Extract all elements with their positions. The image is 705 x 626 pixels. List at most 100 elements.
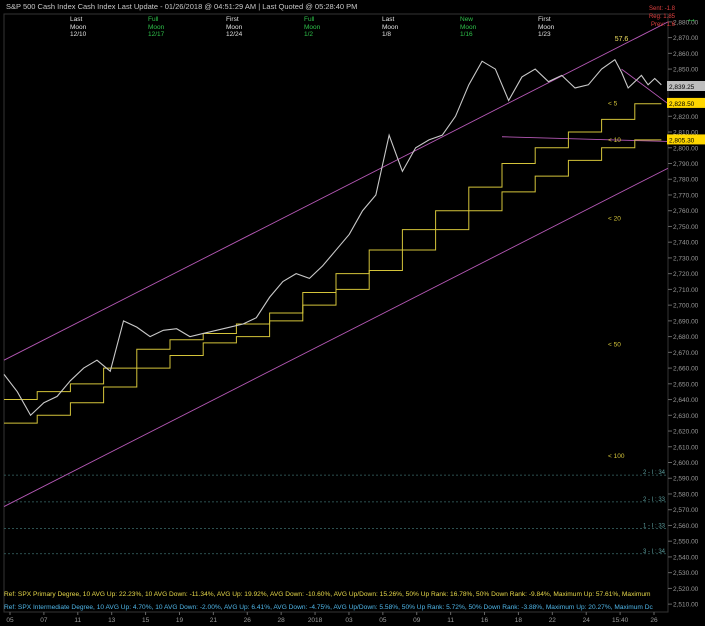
sentiment-item: Sent: -1.8 (648, 6, 675, 12)
y-tick-label: 2,630.00 (673, 413, 699, 420)
moon-phase-item: Last Moon 12/10 (70, 16, 87, 38)
avg-label: < 20 (608, 216, 621, 223)
y-tick-label: 2,800.00 (673, 145, 699, 152)
x-tick-label: 2018 (308, 617, 323, 624)
y-tick-label: 2,520.00 (673, 586, 699, 593)
y-tick-label: 2,710.00 (673, 287, 699, 294)
moon-phase-item: New Moon 1/16 (460, 16, 477, 38)
y-tick-label: 2,770.00 (673, 192, 699, 199)
chart-title: S&P 500 Cash Index Cash Index Last Updat… (6, 2, 358, 11)
intermediate-degree-stats: Ref: SPX Intermediate Degree, 10 AVG Up:… (4, 604, 653, 611)
x-tick-label: 05 (6, 617, 14, 624)
y-tick-label: 2,720.00 (673, 271, 699, 278)
y-tick-label: 2,590.00 (673, 476, 699, 483)
primary-degree-stats: Ref: SPX Primary Degree, 10 AVG Up: 22.2… (4, 591, 651, 598)
avg-label: < 10 (608, 137, 621, 144)
x-tick-label: 19 (176, 617, 184, 624)
y-tick-label: 2,650.00 (673, 381, 699, 388)
peak-label: 57.6 (615, 36, 629, 43)
y-tick-label: 2,660.00 (673, 366, 699, 373)
y-tick-label: 2,730.00 (673, 255, 699, 262)
x-tick-label: 15:40 (612, 617, 629, 624)
price-line (3, 58, 662, 417)
y-tick-label: 2,690.00 (673, 318, 699, 325)
y-tick-label: 2,700.00 (673, 303, 699, 310)
chart-labels: 2 - I : 34 2 - I : 33 1 - I : 33 3 - I : 34… (608, 36, 705, 555)
arrows-icon[interactable]: ↔ (686, 13, 697, 25)
level-label: 2,828.50 (669, 101, 695, 108)
y-tick-label: 2,620.00 (673, 429, 699, 436)
x-tick-label: 11 (447, 617, 454, 624)
y-tick-label: 2,880.00 (673, 19, 699, 26)
moon-phase-item: Full Moon 1/2 (304, 16, 321, 38)
last-price-label: 2,839.25 (669, 84, 695, 91)
y-tick-label: 2,580.00 (673, 491, 699, 498)
y-tick-label: 2,610.00 (673, 444, 699, 451)
y-tick-label: 2,550.00 (673, 539, 699, 546)
avg-label: < 5 (608, 101, 618, 108)
x-tick-label: 05 (379, 617, 387, 624)
x-tick-label: 13 (108, 617, 116, 624)
moon-phase-item: First Moon 1/23 (538, 16, 555, 38)
y-tick-label: 2,680.00 (673, 334, 699, 341)
y-tick-label: 2,810.00 (673, 130, 699, 137)
y-tick-label: 2,860.00 (673, 51, 699, 58)
guide-label: 2 - I : 34 (643, 470, 666, 476)
x-tick-label: 22 (549, 617, 557, 624)
x-tick-label: 16 (481, 617, 489, 624)
x-tick-label: 28 (278, 617, 286, 624)
y-tick-label: 2,600.00 (673, 460, 699, 467)
y-tick-label: 2,510.00 (673, 602, 699, 609)
moon-phase-item: Last Moon 1/8 (382, 16, 399, 38)
guide-label: 3 - I : 34 (643, 549, 666, 555)
staircase-lines (4, 103, 662, 424)
x-tick-label: 26 (650, 617, 658, 624)
level-label: 2,805.30 (669, 137, 695, 144)
y-tick-label: 2,570.00 (673, 507, 699, 514)
sentiment-item: Prev: 1.6 (650, 22, 675, 28)
y-tick-label: 2,850.00 (673, 67, 699, 74)
y-tick-label: 2,750.00 (673, 224, 699, 231)
guide-label: 1 - I : 33 (643, 524, 666, 530)
moon-phase-item: First Moon 12/24 (226, 16, 243, 38)
y-tick-label: 2,540.00 (673, 554, 699, 561)
moon-phase-item: Full Moon 12/17 (148, 16, 165, 38)
sentiment-item: Reg: 1.85 (648, 14, 675, 20)
guide-label: 2 - I : 33 (643, 497, 666, 503)
last-price-box (667, 80, 705, 91)
channel-line (3, 167, 669, 507)
y-tick-label: 2,640.00 (673, 397, 699, 404)
y-tick-label: 2,740.00 (673, 240, 699, 247)
staircase-line (4, 103, 662, 401)
y-tick-label: 2,530.00 (673, 570, 699, 577)
x-tick-label: 03 (345, 617, 353, 624)
axes: 2,510.00 2,520.00 2,530.00 2,540.00 2,550.00… (6, 19, 698, 624)
x-tick-label: 07 (40, 617, 48, 624)
x-tick-label: 24 (583, 617, 591, 624)
y-tick-label: 2,790.00 (673, 161, 699, 168)
x-tick-label: 11 (74, 617, 81, 624)
y-tick-label: 2,870.00 (673, 35, 699, 42)
y-tick-label: 2,760.00 (673, 208, 699, 215)
avg-label: < 50 (608, 341, 621, 348)
channel-line (501, 136, 669, 142)
channel-line (621, 68, 669, 105)
y-tick-label: 2,670.00 (673, 350, 699, 357)
x-tick-label: 18 (515, 617, 523, 624)
price-series (3, 58, 662, 417)
x-tick-label: 21 (210, 617, 218, 624)
channel-line (3, 21, 669, 361)
plot-frame (3, 13, 669, 613)
avg-label: < 100 (608, 453, 625, 460)
y-tick-label: 2,820.00 (673, 114, 699, 121)
level-box (667, 134, 705, 145)
x-tick-label: 26 (244, 617, 252, 624)
x-tick-label: 09 (413, 617, 421, 624)
x-tick-label: 15 (142, 617, 150, 624)
channel-lines (3, 21, 669, 507)
grid (3, 13, 669, 613)
y-tick-label: 2,560.00 (673, 523, 699, 530)
staircase-line (4, 139, 662, 424)
